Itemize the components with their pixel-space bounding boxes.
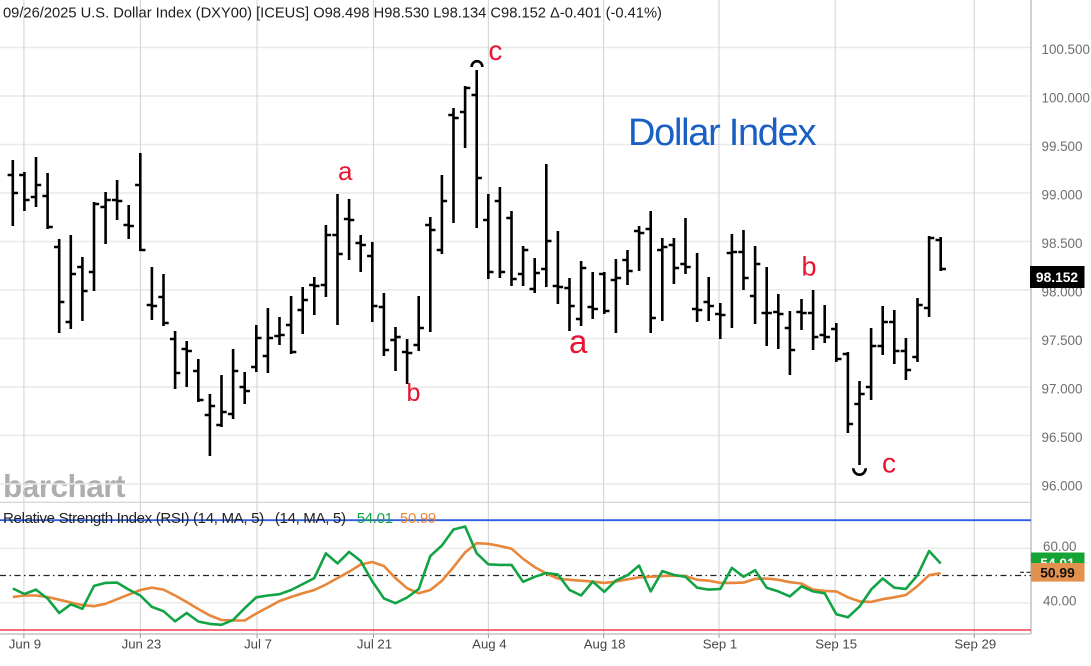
svg-text:99.000: 99.000 [1042, 188, 1083, 203]
svg-text:a: a [569, 323, 588, 360]
svg-text:50.99: 50.99 [1040, 565, 1075, 580]
svg-text:Jul 21: Jul 21 [357, 637, 392, 652]
svg-text:Jun 9: Jun 9 [9, 637, 41, 652]
svg-text:98.500: 98.500 [1042, 236, 1083, 251]
svg-text:40.00: 40.00 [1043, 594, 1077, 609]
svg-text:96.500: 96.500 [1042, 430, 1083, 445]
svg-text:Jul 7: Jul 7 [244, 637, 272, 652]
svg-text:97.000: 97.000 [1042, 382, 1083, 397]
svg-text:100.500: 100.500 [1042, 42, 1090, 57]
svg-text:Aug 18: Aug 18 [584, 637, 626, 652]
svg-text:barchart: barchart [3, 468, 126, 504]
svg-text:b: b [407, 379, 421, 407]
svg-text:c: c [489, 35, 503, 66]
svg-text:Aug 4: Aug 4 [472, 637, 506, 652]
svg-text:Jun 23: Jun 23 [122, 637, 162, 652]
svg-text:09/26/2025 U.S. Dollar Index (: 09/26/2025 U.S. Dollar Index (DXY00) [IC… [3, 6, 662, 22]
svg-text:Dollar Index: Dollar Index [628, 112, 816, 154]
svg-text:Sep 15: Sep 15 [815, 637, 857, 652]
svg-text:a: a [338, 156, 353, 186]
svg-text:Relative Strength Index (RSI): Relative Strength Index (RSI) (14, MA, 5… [3, 510, 436, 527]
svg-text:97.500: 97.500 [1042, 333, 1083, 348]
svg-text:Sep 1: Sep 1 [703, 637, 737, 652]
svg-text:60.00: 60.00 [1043, 539, 1077, 554]
svg-text:99.500: 99.500 [1042, 139, 1083, 154]
svg-text:98.000: 98.000 [1042, 285, 1083, 300]
svg-text:96.000: 96.000 [1042, 479, 1083, 494]
svg-text:100.000: 100.000 [1042, 91, 1090, 106]
svg-text:98.152: 98.152 [1036, 270, 1079, 285]
svg-text:Sep 29: Sep 29 [954, 637, 996, 652]
svg-text:b: b [802, 252, 817, 282]
svg-text:c: c [882, 448, 896, 479]
